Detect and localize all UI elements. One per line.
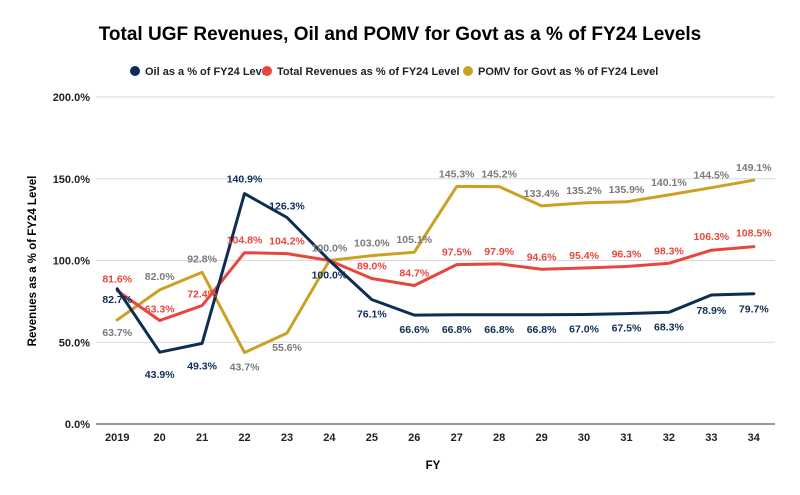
x-tick-label: 26	[408, 432, 420, 444]
data-label: 108.5%	[736, 228, 772, 240]
data-label: 94.6%	[527, 251, 557, 263]
data-label: 66.8%	[442, 324, 472, 336]
data-label: 63.7%	[102, 327, 132, 339]
data-label: 133.4%	[524, 188, 560, 200]
data-label: 78.9%	[696, 305, 726, 317]
legend-entry: Total Revenues as % of FY24 Level	[277, 66, 460, 78]
x-tick-label: 24	[323, 432, 336, 444]
x-axis-ticks: 2019 20 21 22 23 24 25 26 27 28 29 30 31 32 33 34	[105, 432, 761, 444]
chart-title: Total UGF Revenues, Oil and POMV for Gov…	[99, 24, 702, 45]
data-label: 67.5%	[612, 323, 642, 335]
x-tick-label: 28	[493, 432, 505, 444]
y-axis-ticks: 0.0% 50.0% 100.0% 150.0% 200.0%	[53, 92, 91, 431]
legend: Oil as a % of FY24 Level Total Revenues a…	[130, 66, 658, 78]
data-label: 66.8%	[527, 324, 557, 336]
data-label: 66.8%	[484, 324, 514, 336]
series-line	[115, 192, 756, 354]
gridlines	[96, 96, 775, 425]
x-tick-label: 30	[578, 432, 590, 444]
x-tick-label: 20	[154, 432, 166, 444]
data-label: 55.6%	[272, 342, 302, 354]
y-tick-label: 150.0%	[53, 174, 91, 186]
x-axis-label: FY	[426, 460, 441, 472]
legend-marker	[262, 66, 272, 76]
data-label: 89.0%	[357, 260, 387, 272]
data-label: 43.9%	[145, 369, 175, 381]
data-label: 140.9%	[227, 174, 263, 186]
x-tick-label: 27	[451, 432, 463, 444]
series-lines	[115, 178, 756, 355]
data-label: 135.9%	[609, 184, 645, 196]
data-label: 106.3%	[694, 231, 730, 243]
data-label: 104.2%	[269, 236, 305, 248]
data-label: 135.2%	[566, 185, 602, 197]
y-tick-label: 100.0%	[53, 256, 91, 268]
y-tick-label: 200.0%	[53, 92, 91, 104]
x-tick-label: 29	[535, 432, 547, 444]
x-tick-label: 32	[663, 432, 675, 444]
data-label: 145.2%	[481, 169, 517, 181]
data-label: 104.8%	[227, 235, 263, 247]
x-tick-label: 31	[620, 432, 632, 444]
data-label: 105.1%	[396, 234, 432, 246]
y-tick-label: 0.0%	[65, 419, 90, 431]
legend-marker	[130, 66, 140, 76]
x-tick-label: 33	[705, 432, 717, 444]
data-labels: 82.7% 43.9% 49.3% 140.9% 126.3% 100.0% 76.1% 66…	[102, 162, 772, 381]
legend-entry: Oil as a % of FY24 Level	[145, 66, 271, 78]
x-tick-label: 25	[366, 432, 378, 444]
data-label: 66.6%	[399, 324, 429, 336]
data-label: 144.5%	[694, 170, 730, 182]
y-tick-label: 50.0%	[59, 337, 90, 349]
data-label: 79.7%	[739, 304, 769, 316]
data-label: 149.1%	[736, 162, 772, 174]
data-label: 100.0%	[312, 243, 348, 255]
data-label: 82.7%	[102, 294, 132, 306]
x-tick-label: 23	[281, 432, 293, 444]
data-label: 96.3%	[612, 249, 642, 261]
x-tick-label: 34	[748, 432, 761, 444]
series-line	[115, 245, 756, 322]
data-label: 72.4%	[187, 289, 217, 301]
data-label: 76.1%	[357, 309, 387, 321]
data-label: 49.3%	[187, 360, 217, 372]
data-label: 95.4%	[569, 250, 599, 262]
data-label: 140.1%	[651, 177, 687, 189]
data-label: 100.0%	[312, 270, 348, 282]
data-label: 126.3%	[269, 200, 305, 212]
data-label: 97.5%	[442, 247, 472, 259]
data-label: 68.3%	[654, 321, 684, 333]
data-label: 103.0%	[354, 238, 390, 250]
data-label: 98.3%	[654, 245, 684, 257]
series-line	[115, 178, 756, 355]
data-label: 81.6%	[102, 274, 132, 286]
y-axis-label: Revenues as a % of FY24 Level	[27, 176, 39, 347]
data-label: 67.0%	[569, 323, 599, 335]
legend-entry: POMV for Govt as % of FY24 Level	[478, 66, 658, 78]
legend-marker	[463, 66, 473, 76]
data-label: 63.3%	[145, 304, 175, 316]
data-label: 92.8%	[187, 253, 217, 265]
data-label: 97.9%	[484, 246, 514, 258]
x-tick-label: 2019	[105, 432, 129, 444]
x-tick-label: 22	[238, 432, 250, 444]
x-tick-label: 21	[196, 432, 208, 444]
data-label: 84.7%	[399, 268, 429, 280]
data-label: 82.0%	[145, 271, 175, 283]
data-label: 145.3%	[439, 168, 475, 180]
data-label: 43.7%	[230, 362, 260, 374]
